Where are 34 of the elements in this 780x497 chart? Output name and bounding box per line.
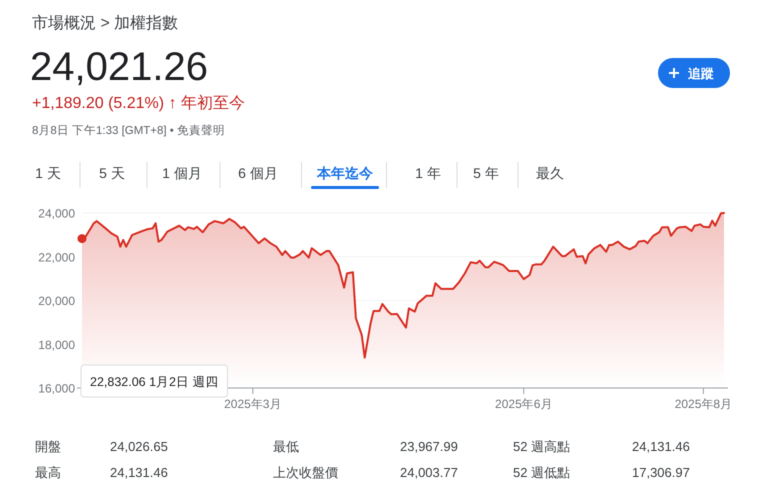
y-tick-label: 16,000 xyxy=(38,382,76,396)
text: 1 天 xyxy=(35,165,61,181)
text: 52 週低點 xyxy=(513,465,570,480)
text: 17,306.97 xyxy=(632,465,690,480)
chart-title: 市場概況 > 加權指數 xyxy=(32,14,178,32)
y-tick-label: 18,000 xyxy=(38,338,76,352)
text: 8月8日 下午1:33 [GMT+8] • 免責聲明 xyxy=(32,124,226,137)
text: 24,131.46 xyxy=(110,465,168,480)
chart-subtitle: 24,021.26 xyxy=(30,45,208,89)
text: +1,189.20 (5.21%) ↑ 年初至今 xyxy=(32,94,245,112)
x-tick-label: 2025年8月 xyxy=(674,397,732,411)
y-tick-label: 22,000 xyxy=(38,250,76,264)
annotation: 22,832.06 1月2日 週四 xyxy=(90,375,218,389)
y-tick-label: 20,000 xyxy=(38,294,76,308)
text: 24,003.77 xyxy=(400,465,458,480)
text: 24,026.65 xyxy=(110,439,168,454)
y-tick-label: 24,000 xyxy=(38,206,76,220)
text: 追蹤 xyxy=(687,66,714,81)
x-tick-label: 2025年3月 xyxy=(224,397,282,411)
text: 開盤 xyxy=(35,439,61,454)
text: 5 天 xyxy=(99,165,125,181)
text: 1 個月 xyxy=(162,165,202,181)
text: 最久 xyxy=(536,165,564,181)
text: 5 年 xyxy=(473,165,499,181)
text: 本年迄今 xyxy=(316,165,374,181)
text: 上次收盤價 xyxy=(273,465,338,480)
text: 24,131.46 xyxy=(632,439,690,454)
text: 最低 xyxy=(273,439,299,454)
text: 52 週高點 xyxy=(513,439,570,454)
text: 6 個月 xyxy=(238,165,278,181)
x-tick-label: 2025年6月 xyxy=(495,397,552,411)
text: 最高 xyxy=(35,465,61,480)
text: 1 年 xyxy=(415,165,441,181)
text: 23,967.99 xyxy=(400,439,458,454)
